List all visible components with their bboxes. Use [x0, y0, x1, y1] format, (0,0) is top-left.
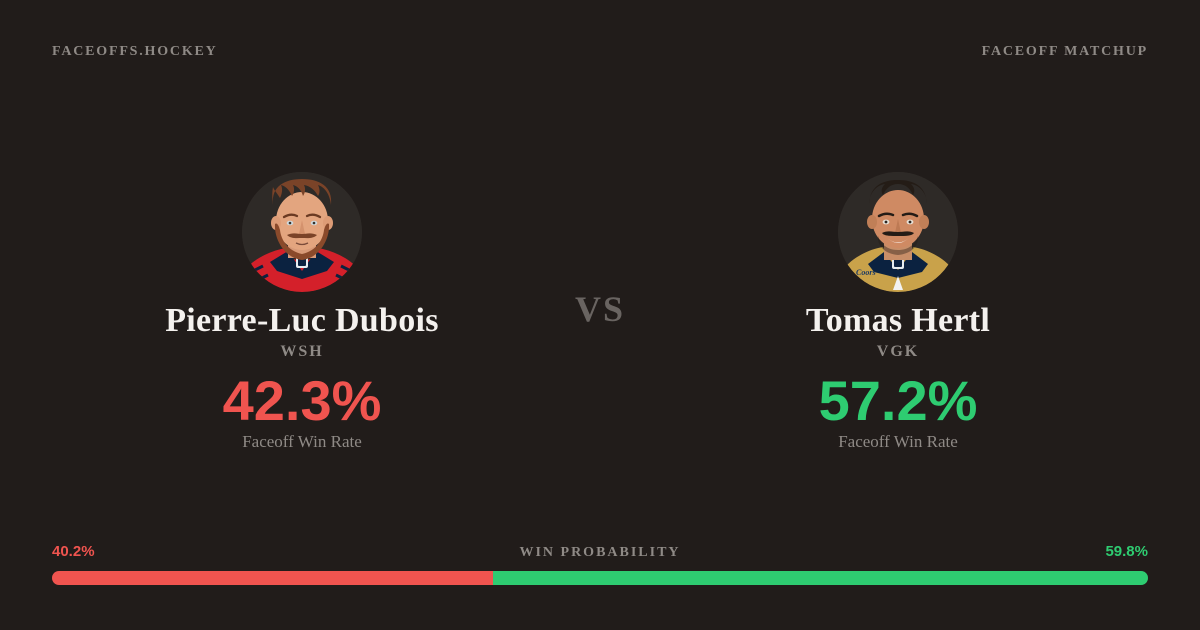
svg-text:Coors: Coors — [856, 268, 876, 277]
